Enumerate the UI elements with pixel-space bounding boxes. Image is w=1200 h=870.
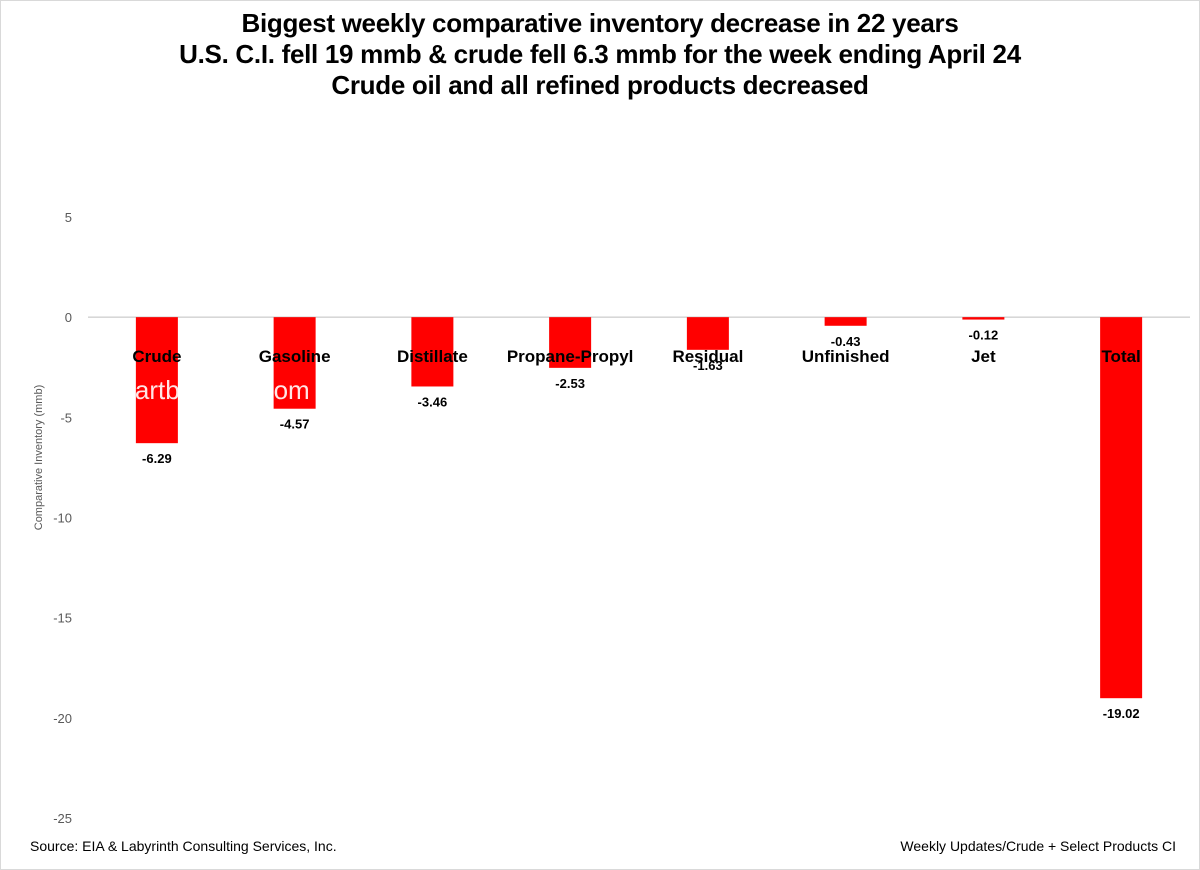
bar-residual bbox=[686, 317, 729, 350]
category-label: Gasoline bbox=[259, 347, 331, 366]
y-tick-label: -5 bbox=[60, 410, 72, 425]
title-line-3: Crude oil and all refined products decre… bbox=[331, 70, 869, 100]
bar-jet bbox=[962, 317, 1005, 320]
y-tick-label: 5 bbox=[65, 210, 72, 225]
bar-total bbox=[1100, 317, 1143, 699]
y-axis-title: Comparative Inventory (mmb) bbox=[33, 385, 45, 531]
bar-propane-propyl bbox=[549, 317, 592, 368]
category-label: Total bbox=[1101, 347, 1140, 366]
category-label: Propane-Propyl bbox=[507, 347, 634, 366]
source-note: Source: EIA & Labyrinth Consulting Servi… bbox=[30, 838, 337, 854]
category-label: Unfinished bbox=[802, 347, 890, 366]
bar-unfinished bbox=[824, 317, 867, 326]
data-label: -3.46 bbox=[418, 394, 448, 409]
title-line-2: U.S. C.I. fell 19 mmb & crude fell 6.3 m… bbox=[179, 39, 1021, 69]
data-label: -2.53 bbox=[555, 376, 585, 391]
data-label: -19.02 bbox=[1103, 706, 1140, 721]
watermark-text: artberman.com bbox=[135, 375, 310, 405]
category-label: Residual bbox=[672, 347, 743, 366]
footer-note: Weekly Updates/Crude + Select Products C… bbox=[900, 838, 1176, 854]
data-label: -4.57 bbox=[280, 417, 310, 432]
chart-title: Biggest weekly comparative inventory dec… bbox=[0, 8, 1200, 101]
title-line-1: Biggest weekly comparative inventory dec… bbox=[241, 8, 959, 38]
category-label: Crude bbox=[132, 347, 181, 366]
y-tick-label: -15 bbox=[53, 611, 72, 626]
data-label: -0.43 bbox=[831, 334, 861, 349]
y-tick-label: 0 bbox=[65, 310, 72, 325]
category-label: Jet bbox=[971, 347, 996, 366]
data-label: -1.63 bbox=[693, 358, 723, 373]
bar-crude bbox=[135, 317, 178, 444]
data-label: -0.12 bbox=[969, 328, 999, 343]
category-label: Distillate bbox=[397, 347, 468, 366]
y-tick-label: -20 bbox=[53, 711, 72, 726]
bar-distillate bbox=[411, 317, 454, 387]
y-tick-label: -10 bbox=[53, 511, 72, 526]
y-tick-label: -25 bbox=[53, 811, 72, 826]
data-label: -6.29 bbox=[142, 451, 172, 466]
bar-gasoline bbox=[273, 317, 316, 409]
